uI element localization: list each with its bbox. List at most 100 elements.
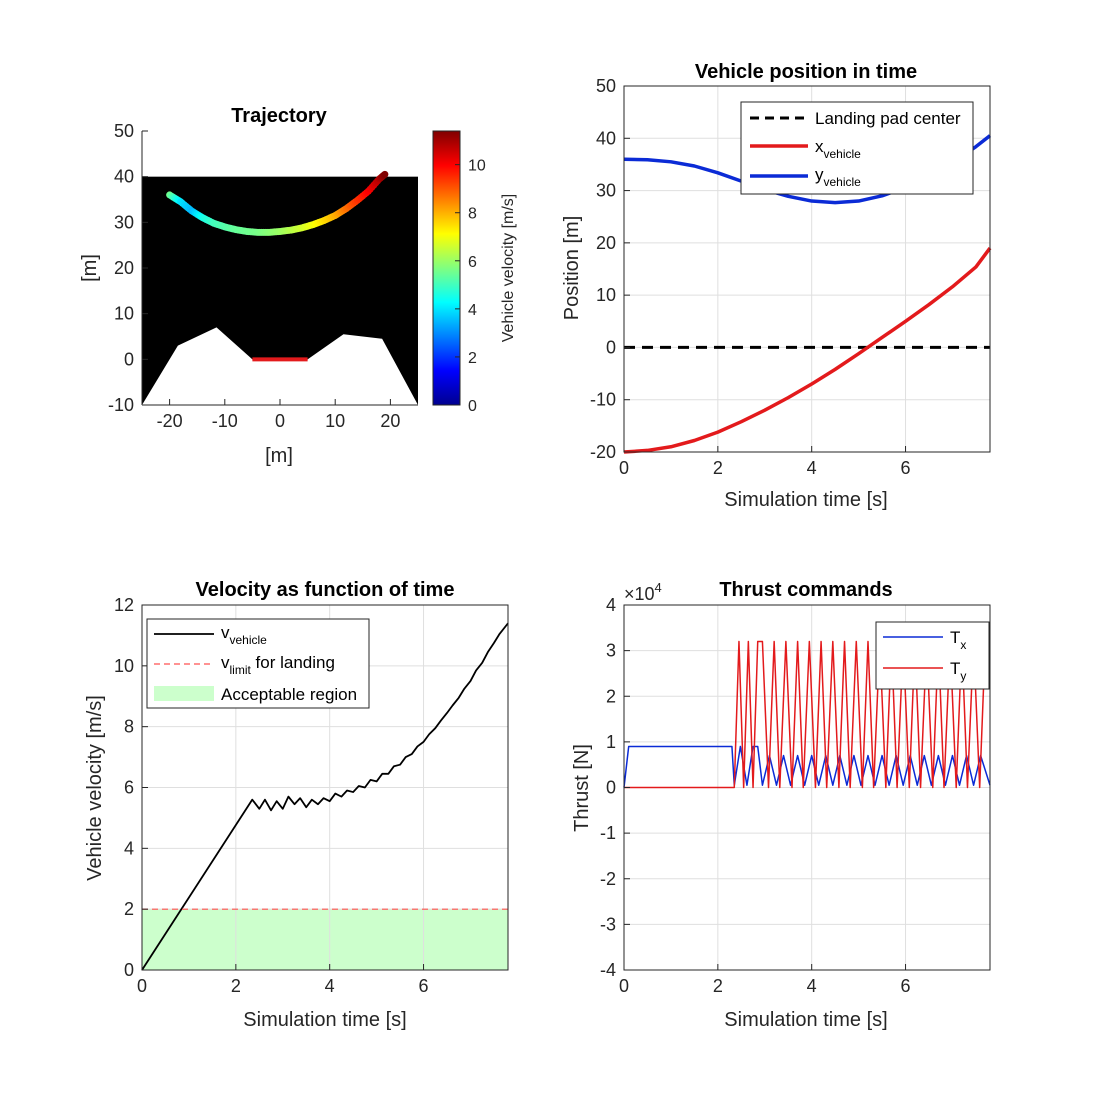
legend-x-main: x — [815, 137, 824, 156]
legend-label-x-vehicle: xvehicle — [815, 137, 861, 161]
x-tick-label: 0 — [137, 976, 147, 996]
y-tick-label: 20 — [114, 258, 134, 278]
thrust-exponent: ×104 — [624, 580, 662, 604]
trajectory-path — [166, 170, 389, 236]
series-line-vvehicle — [141, 622, 509, 971]
x-tick-label: -20 — [157, 411, 183, 431]
x-tick-label: 10 — [325, 411, 345, 431]
y-tick-label: 30 — [596, 181, 616, 201]
position-ylabel: Position [m] — [561, 216, 583, 320]
velocity-xlabel: Simulation time [s] — [243, 1009, 406, 1031]
x-tick-label: 0 — [275, 411, 285, 431]
x-tick-label: 4 — [807, 458, 817, 478]
x-tick-label: 20 — [380, 411, 400, 431]
colorbar-tick-label: 4 — [468, 302, 477, 319]
x-tick-label: 6 — [901, 458, 911, 478]
velocity-ylabel: Vehicle velocity [m/s] — [84, 695, 106, 881]
y-tick-label: 1 — [606, 732, 616, 752]
thrust-exponent-base: ×10 — [624, 584, 655, 604]
trajectory-point — [381, 170, 389, 178]
y-tick-label: 2 — [124, 899, 134, 919]
y-tick-label: 40 — [114, 167, 134, 187]
position-panel: 0 2 4 6 -20 -10 0 10 20 30 40 50 Vehicle position i… — [561, 61, 992, 511]
y-tick-label: 40 — [596, 128, 616, 148]
y-tick-label: 2 — [606, 686, 616, 706]
x-tick-label: 4 — [325, 976, 335, 996]
x-tick-label: 0 — [619, 458, 629, 478]
legend-label-landing-pad: Landing pad center — [815, 109, 961, 128]
y-tick-label: 12 — [114, 595, 134, 615]
position-axes-frame — [623, 85, 991, 453]
position-legend-box — [740, 101, 974, 195]
y-tick-label: -2 — [600, 869, 616, 889]
legend-swatch-region — [154, 686, 214, 701]
series-line-ty — [624, 640, 990, 789]
position-title: Vehicle position in time — [695, 61, 917, 83]
y-tick-label: 0 — [606, 778, 616, 798]
velocity-ticks: 0 2 4 6 0 2 4 6 8 10 12 — [114, 595, 429, 996]
x-tick-label: 2 — [713, 458, 723, 478]
y-tick-label: -1 — [600, 823, 616, 843]
thrust-ticks: 0 2 4 6 -4 -3 -2 -1 0 1 2 3 4 — [600, 595, 911, 996]
thrust-title: Thrust commands — [719, 579, 892, 601]
y-tick-label: 0 — [124, 960, 134, 980]
y-tick-label: 10 — [114, 656, 134, 676]
legend-ty-sub: y — [960, 669, 966, 683]
y-tick-label: 30 — [114, 212, 134, 232]
acceptable-region-fill — [142, 909, 508, 970]
legend-x-sub: vehicle — [824, 147, 862, 161]
position-legend: Landing pad center xvehicle yvehicle — [740, 101, 974, 195]
position-ticks: 0 2 4 6 -20 -10 0 10 20 30 40 50 — [590, 76, 911, 478]
velocity-legend: vvehicle vlimit for landing Acceptable r… — [146, 618, 370, 709]
thrust-series — [623, 640, 991, 789]
series-line-tx — [623, 745, 991, 788]
legend-label-v-vehicle: vvehicle — [221, 623, 267, 647]
y-tick-label: -20 — [590, 442, 616, 462]
colorbar — [432, 130, 461, 406]
y-tick-label: 10 — [596, 285, 616, 305]
x-tick-label: -10 — [212, 411, 238, 431]
colorbar-tick-label: 8 — [468, 206, 477, 223]
velocity-panel: 0 2 4 6 0 2 4 6 8 10 12 Velocity as function of ti… — [84, 579, 509, 1031]
velocity-series — [141, 622, 509, 971]
legend-label-v-limit: vlimit for landing — [221, 653, 335, 677]
legend-label-tx: Tx — [950, 628, 966, 652]
y-tick-label: 6 — [124, 778, 134, 798]
colorbar-tick-label: 2 — [468, 350, 477, 367]
legend-ty-main: T — [950, 659, 960, 678]
y-tick-label: 4 — [124, 838, 134, 858]
legend-v-main: v — [221, 623, 230, 642]
thrust-xlabel: Simulation time [s] — [724, 1009, 887, 1031]
colorbar-label: Vehicle velocity [m/s] — [500, 194, 517, 343]
y-tick-label: 50 — [114, 121, 134, 141]
axes-box — [623, 85, 991, 453]
thrust-legend: Tx Ty — [875, 621, 990, 690]
legend-tx-sub: x — [960, 638, 966, 652]
legend-vlim-suffix: for landing — [251, 653, 335, 672]
thrust-panel: 0 2 4 6 -4 -3 -2 -1 0 1 2 3 4 Thrust commands Simula… — [571, 579, 991, 1031]
legend-v-sub: vehicle — [230, 633, 268, 647]
y-tick-label: 4 — [606, 595, 616, 615]
legend-vlim-main: v — [221, 653, 230, 672]
trajectory-terrain — [142, 327, 418, 405]
y-tick-label: 8 — [124, 717, 134, 737]
legend-label-ty: Ty — [950, 659, 966, 683]
legend-y-main: y — [815, 165, 824, 184]
x-tick-label: 6 — [901, 976, 911, 996]
y-tick-label: -3 — [600, 914, 616, 934]
trajectory-title: Trajectory — [231, 105, 327, 127]
colorbar-tick-label: 0 — [468, 398, 477, 415]
position-xlabel: Simulation time [s] — [724, 489, 887, 511]
y-tick-label: 20 — [596, 233, 616, 253]
legend-tx-main: T — [950, 628, 960, 647]
y-tick-label: 0 — [124, 349, 134, 369]
y-tick-label: -10 — [108, 395, 134, 415]
thrust-legend-box — [875, 621, 990, 690]
x-tick-label: 0 — [619, 976, 629, 996]
x-tick-label: 2 — [231, 976, 241, 996]
thrust-ylabel: Thrust [N] — [571, 744, 593, 832]
x-tick-label: 4 — [807, 976, 817, 996]
colorbar-tick-label: 10 — [468, 158, 486, 175]
